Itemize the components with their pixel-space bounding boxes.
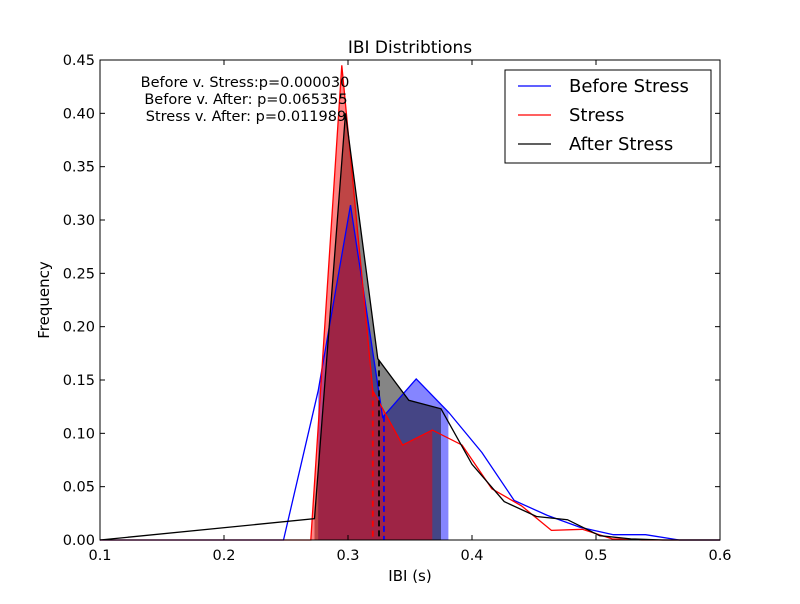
lines-layer: [99, 65, 720, 541]
y-tick-label: 0.00: [63, 533, 95, 549]
y-tick-label: 0.05: [63, 480, 95, 496]
x-tick-label: 0.6: [708, 548, 731, 564]
y-tick-label: 0.30: [63, 213, 95, 229]
mean-lines-layer: [371, 360, 385, 540]
x-tick-label: 0.3: [336, 548, 359, 564]
y-tick-label: 0.20: [63, 320, 95, 336]
y-tick-label: 0.25: [63, 266, 95, 282]
annotation-before-vs-stress: Before v. Stress:p=0.000030: [141, 75, 350, 91]
fill-area-after-stress: [314, 113, 441, 541]
x-tick-label: 0.1: [88, 548, 111, 564]
x-axis-label: IBI (s): [388, 567, 431, 585]
legend-label-stress: Stress: [569, 105, 624, 126]
y-tick-label: 0.10: [63, 426, 95, 442]
fill-area-before-stress: [318, 205, 449, 540]
y-tick-label: 0.45: [63, 53, 95, 69]
annotation-before-vs-after: Before v. After: p=0.065355: [144, 92, 347, 108]
x-tick-label: 0.2: [212, 548, 235, 564]
legend: Before Stress Stress After Stress: [504, 69, 712, 164]
series-line-after-stress: [99, 113, 720, 541]
x-tick-label: 0.4: [460, 548, 483, 564]
x-tick-label: 0.5: [584, 548, 607, 564]
y-tick-label: 0.15: [63, 373, 95, 389]
plot-frame: [99, 59, 721, 541]
fill-area-stress: [310, 65, 433, 541]
y-tick-label: 0.35: [63, 160, 95, 176]
fills-layer: [310, 65, 449, 541]
annotation-stress-vs-after: Stress v. After: p=0.011989: [146, 109, 346, 125]
ticks-layer: 0.1 0.2 0.3 0.4 0.5 0.6 0.00 0.05 0.10 0.15 0.20 0.…: [63, 53, 732, 564]
legend-label-after-stress: After Stress: [569, 134, 673, 155]
y-axis-label: Frequency: [35, 261, 53, 339]
legend-label-before-stress: Before Stress: [569, 76, 689, 97]
y-tick-label: 0.40: [63, 106, 95, 122]
chart-title: IBI Distribtions: [348, 38, 472, 58]
